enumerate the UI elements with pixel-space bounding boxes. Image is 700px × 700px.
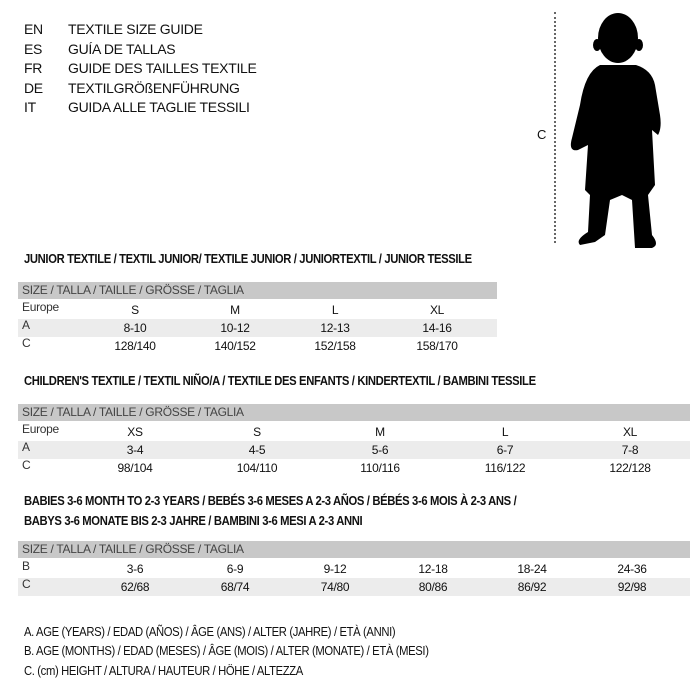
row-label: C bbox=[22, 577, 31, 591]
table-cell: 158/170 bbox=[416, 339, 458, 353]
table-row: Europe S M L XL bbox=[18, 300, 497, 319]
language-code: EN bbox=[24, 21, 43, 37]
table-cell: 128/140 bbox=[114, 339, 156, 353]
table-cell: 6-7 bbox=[496, 443, 514, 457]
language-title: GUIDE DES TAILLES TEXTILE bbox=[68, 60, 257, 76]
table-header: SIZE / TALLA / TAILLE / GRÖSSE / TAGLIA bbox=[18, 541, 690, 558]
language-title: TEXTILGRÖßENFÜHRUNG bbox=[68, 79, 240, 96]
table-cell: 12-18 bbox=[418, 562, 448, 576]
row-label: Europe bbox=[22, 422, 59, 436]
height-measure-line bbox=[554, 12, 556, 243]
height-label: C bbox=[537, 127, 547, 142]
table-cell: 116/122 bbox=[484, 461, 526, 475]
table-cell: 8-10 bbox=[123, 321, 147, 335]
child-silhouette-icon bbox=[570, 13, 661, 248]
row-label: A bbox=[22, 318, 30, 332]
table-cell: 24-36 bbox=[617, 562, 647, 576]
table-cell: 10-12 bbox=[220, 321, 250, 335]
language-title: GUÍA DE TALLAS bbox=[68, 40, 176, 57]
table-cell: 74/80 bbox=[320, 580, 350, 594]
table-cell: L bbox=[331, 303, 339, 317]
table-row: B 3-6 6-9 9-12 12-18 18-24 24-36 bbox=[18, 559, 690, 578]
babies-size-table: SIZE / TALLA / TAILLE / GRÖSSE / TAGLIA B… bbox=[18, 541, 690, 596]
table-cell: 110/116 bbox=[360, 461, 400, 475]
table-cell: 86/92 bbox=[517, 580, 547, 594]
table-cell: 5-6 bbox=[371, 443, 389, 457]
legend-b: B. AGE (MONTHS) / EDAD (MESES) / ÂGE (MO… bbox=[24, 644, 429, 658]
row-label: C bbox=[22, 336, 31, 350]
table-cell: 4-5 bbox=[248, 443, 266, 457]
table-row: A 3-4 4-5 5-6 6-7 7-8 bbox=[18, 440, 690, 459]
table-header: SIZE / TALLA / TAILLE / GRÖSSE / TAGLIA bbox=[18, 404, 690, 421]
language-code: DE bbox=[24, 79, 43, 96]
table-cell: 9-12 bbox=[323, 562, 347, 576]
row-label: A bbox=[22, 440, 30, 454]
table-row: Europe XS S M L XL bbox=[18, 422, 690, 441]
table-cell: 62/68 bbox=[120, 580, 150, 594]
children-size-table: SIZE / TALLA / TAILLE / GRÖSSE / TAGLIA E… bbox=[18, 404, 690, 477]
babies-section-title-line2: BABYS 3-6 MONATE BIS 2-3 JAHRE / BAMBINI… bbox=[24, 514, 363, 528]
language-title: TEXTILE SIZE GUIDE bbox=[68, 21, 203, 37]
table-cell: 104/110 bbox=[236, 461, 278, 475]
language-title: GUIDA ALLE TAGLIE TESSILI bbox=[68, 99, 250, 115]
table-row: A 8-10 10-12 12-13 14-16 bbox=[18, 318, 497, 337]
language-code: FR bbox=[24, 60, 43, 76]
babies-section-title-line1: BABIES 3-6 MONTH TO 2-3 YEARS / BEBÉS 3-… bbox=[24, 494, 517, 508]
legend-a: A. AGE (YEARS) / EDAD (AÑOS) / ÂGE (ANS)… bbox=[24, 625, 396, 639]
table-cell: XS bbox=[127, 425, 143, 439]
table-row: C 98/104 104/110 110/116 116/122 122/128 bbox=[18, 458, 690, 477]
junior-size-table: SIZE / TALLA / TAILLE / GRÖSSE / TAGLIA E… bbox=[18, 282, 497, 355]
table-cell: 68/74 bbox=[220, 580, 250, 594]
table-cell: XL bbox=[622, 425, 638, 439]
table-cell: 152/158 bbox=[314, 339, 356, 353]
table-cell: 140/152 bbox=[214, 339, 256, 353]
table-cell: XL bbox=[429, 303, 445, 317]
table-cell: 6-9 bbox=[226, 562, 244, 576]
table-cell: 3-4 bbox=[126, 443, 144, 457]
table-cell: 7-8 bbox=[621, 443, 639, 457]
table-cell: 3-6 bbox=[126, 562, 144, 576]
row-label: Europe bbox=[22, 300, 59, 314]
table-cell: 12-13 bbox=[320, 321, 350, 335]
table-row: C 62/68 68/74 74/80 80/86 86/92 92/98 bbox=[18, 577, 690, 596]
language-code: IT bbox=[24, 99, 36, 115]
table-row: C 128/140 140/152 152/158 158/170 bbox=[18, 336, 497, 355]
table-header: SIZE / TALLA / TAILLE / GRÖSSE / TAGLIA bbox=[18, 282, 497, 299]
table-cell: 98/104 bbox=[117, 461, 153, 475]
table-cell: 14-16 bbox=[422, 321, 452, 335]
children-section-title: CHILDREN'S TEXTILE / TEXTIL NIÑO/A / TEX… bbox=[24, 374, 536, 388]
language-code: ES bbox=[24, 40, 43, 57]
table-cell: 80/86 bbox=[418, 580, 448, 594]
table-cell: M bbox=[230, 303, 240, 317]
table-cell: M bbox=[375, 425, 385, 439]
row-label: C bbox=[22, 458, 31, 472]
table-cell: 122/128 bbox=[609, 461, 651, 475]
table-cell: S bbox=[131, 303, 139, 317]
table-cell: L bbox=[501, 425, 509, 439]
table-cell: S bbox=[253, 425, 261, 439]
junior-section-title: JUNIOR TEXTILE / TEXTIL JUNIOR/ TEXTILE … bbox=[24, 252, 472, 266]
row-label: B bbox=[22, 559, 30, 573]
table-cell: 18-24 bbox=[517, 562, 547, 576]
table-cell: 92/98 bbox=[617, 580, 647, 594]
legend-c: C. (cm) HEIGHT / ALTURA / HAUTEUR / HÖHE… bbox=[24, 664, 303, 678]
